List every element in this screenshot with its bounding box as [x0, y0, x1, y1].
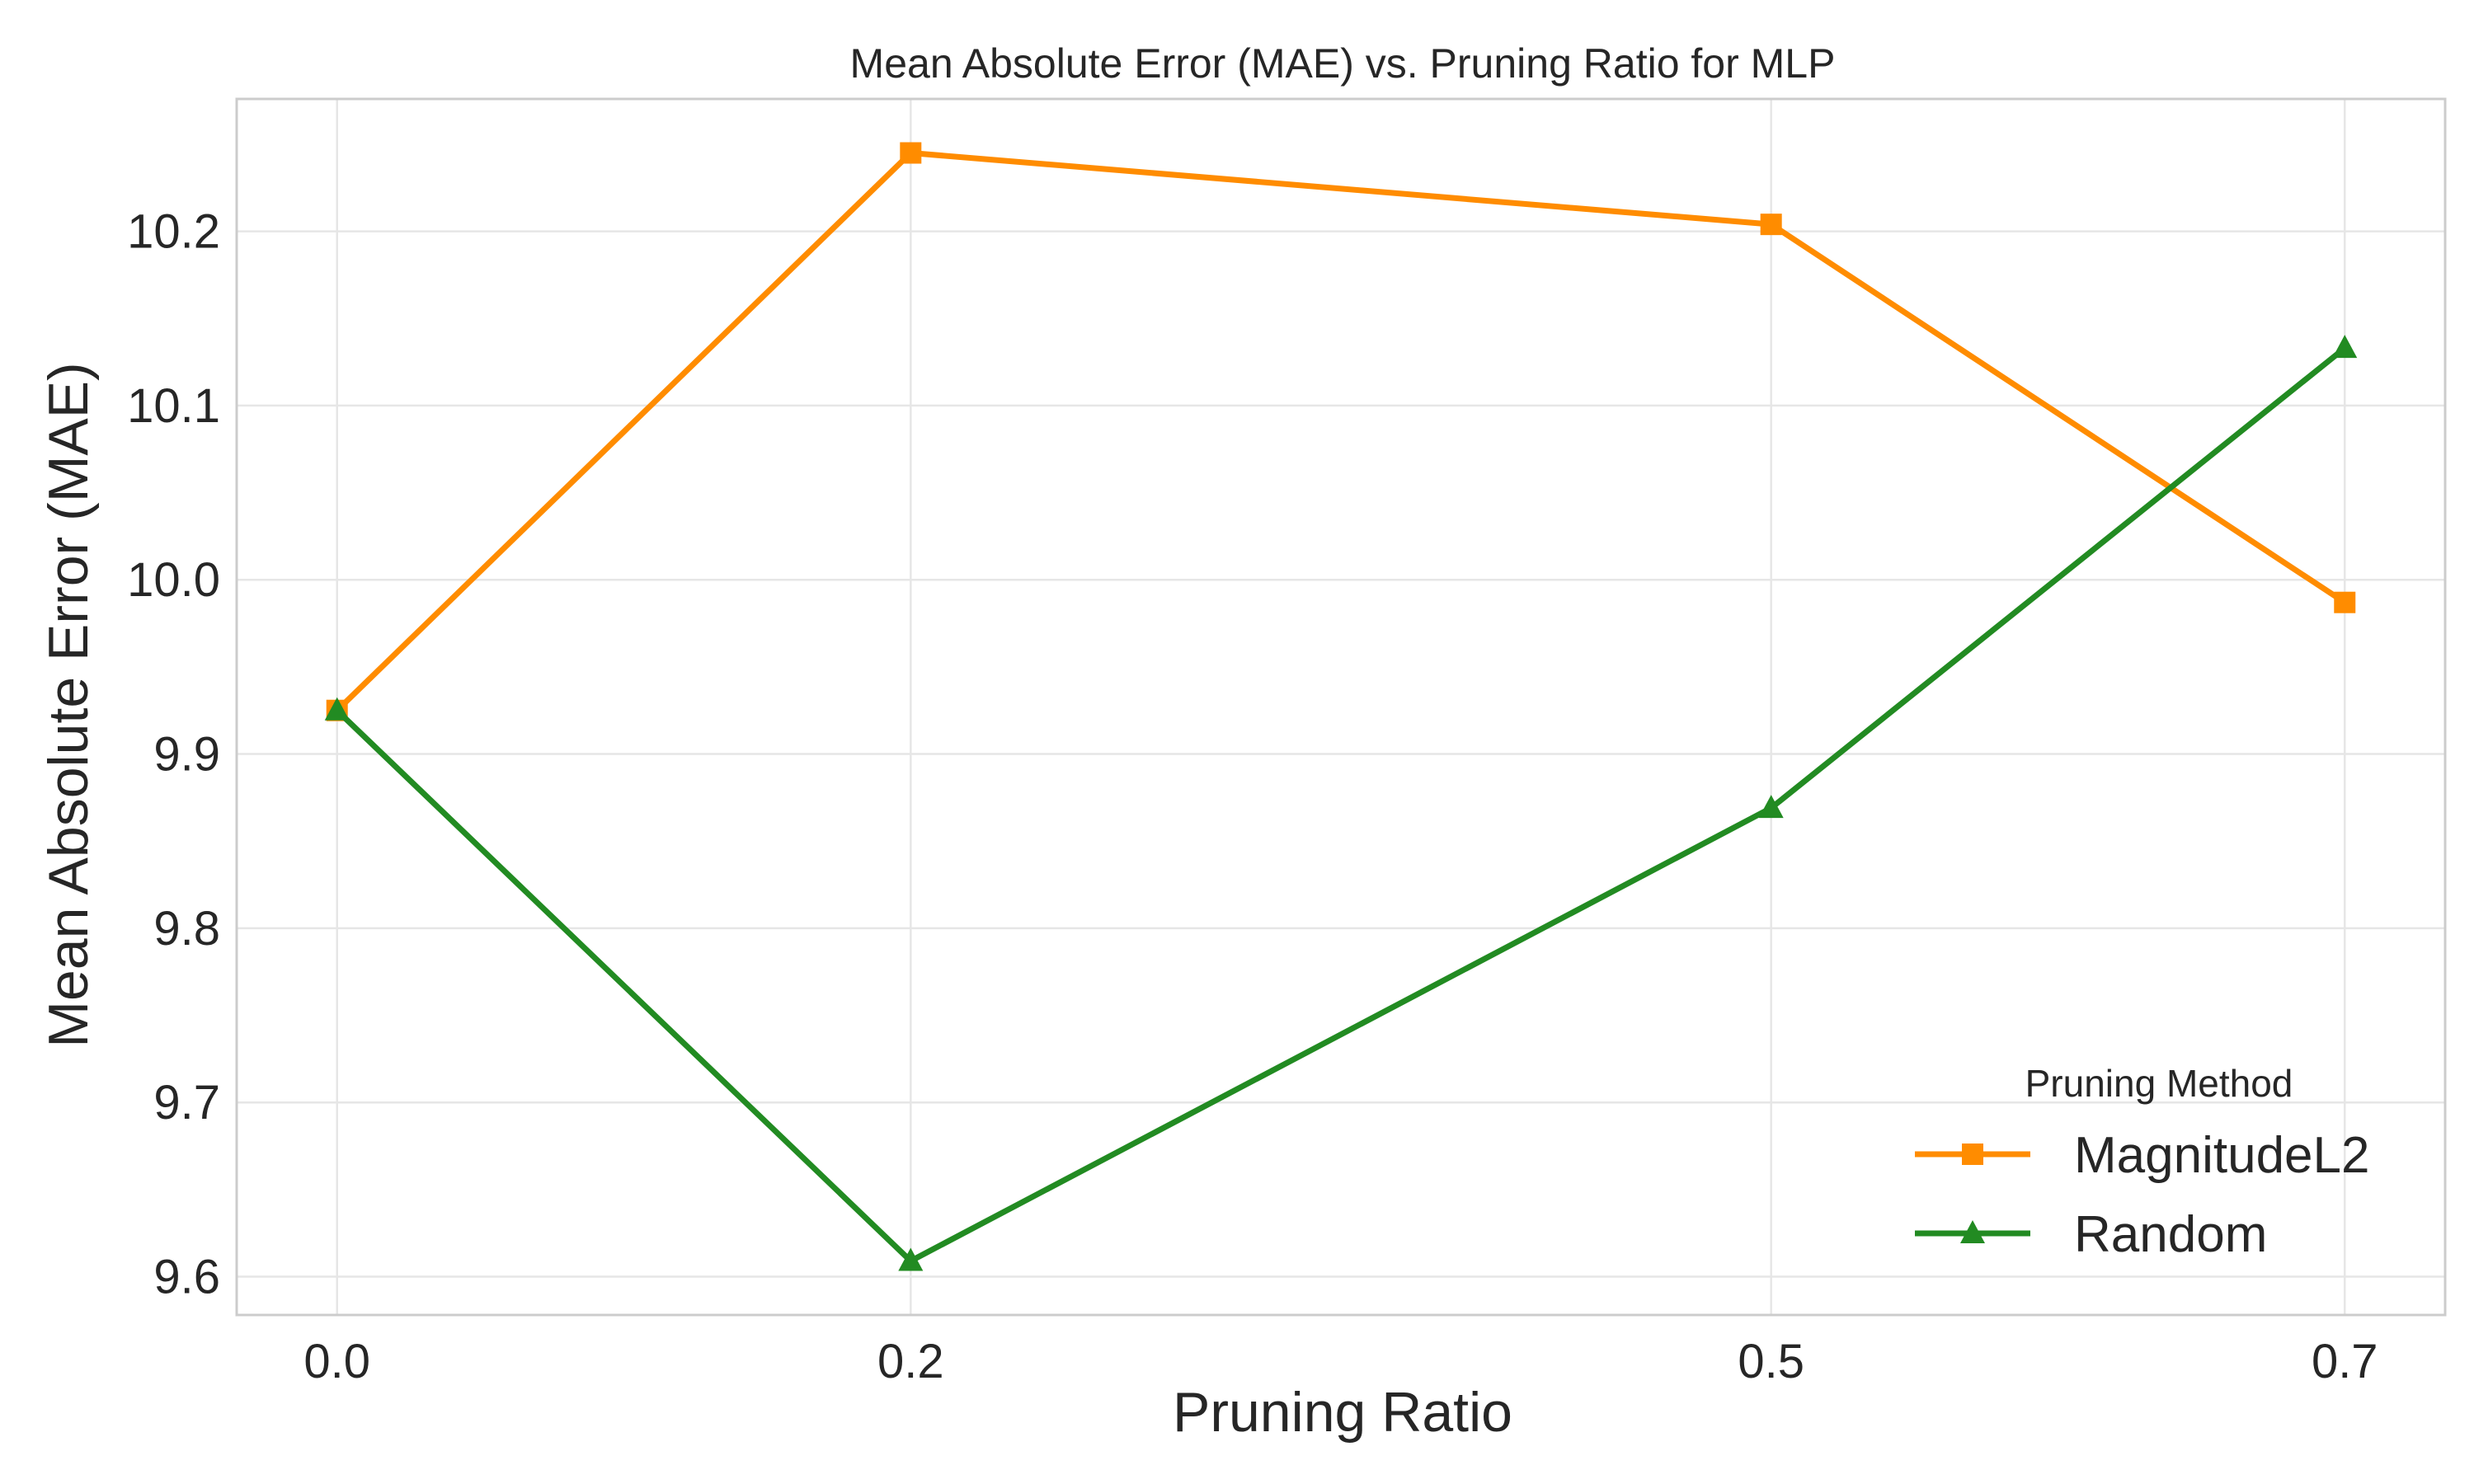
legend: Pruning Method MagnitudeL2 Random	[1915, 1062, 2370, 1263]
legend-item-random: Random	[1915, 1206, 2267, 1263]
data-point-random	[324, 697, 350, 721]
x-tick-label: 0.0	[303, 1335, 370, 1388]
series-line-magnitudel2	[335, 150, 2347, 713]
y-tick-label: 10.0	[127, 553, 220, 607]
y-tick-label: 9.7	[153, 1076, 220, 1129]
legend-marker	[1960, 1220, 1985, 1243]
chart-title: Mean Absolute Error (MAE) vs. Pruning Ra…	[850, 40, 1836, 87]
legend-marker	[1962, 1144, 1983, 1165]
legend-items: MagnitudeL2 Random	[1915, 1127, 2370, 1263]
legend-title: Pruning Method	[2025, 1062, 2293, 1105]
series-random	[324, 335, 2358, 1271]
data-point-random	[2332, 335, 2358, 359]
y-tick-label: 9.9	[153, 728, 220, 782]
y-axis-ticks: 9.6 9.7 9.8 9.9 10.0 10.1 10.2	[127, 205, 220, 1304]
y-axis-label: Mean Absolute Error (MAE)	[37, 362, 100, 1047]
grid-lines	[237, 99, 2445, 1315]
y-tick-label: 9.8	[153, 902, 220, 956]
series-line-random	[335, 345, 2347, 1264]
data-point-magnitudel2	[900, 142, 922, 164]
data-point-random	[1758, 795, 1784, 819]
x-tick-label: 0.2	[877, 1335, 944, 1388]
data-point-magnitudel2	[2334, 591, 2356, 613]
y-tick-label: 10.2	[127, 205, 220, 259]
plot-area	[235, 97, 2447, 1317]
y-tick-label: 10.1	[127, 379, 220, 433]
series-magnitudel2	[326, 142, 2356, 721]
y-tick-label: 9.6	[153, 1251, 220, 1304]
data-point-random	[898, 1247, 924, 1271]
legend-label: Random	[2074, 1206, 2267, 1263]
x-axis-ticks: 0.0 0.2 0.5 0.7	[303, 1335, 2378, 1388]
legend-item-magnitudel2: MagnitudeL2	[1915, 1127, 2370, 1184]
x-axis-label: Pruning Ratio	[1173, 1381, 1512, 1444]
x-tick-label: 0.7	[2312, 1335, 2378, 1388]
x-tick-label: 0.5	[1738, 1335, 1804, 1388]
series-layer	[324, 142, 2358, 1271]
data-point-magnitudel2	[1760, 214, 1782, 236]
legend-label: MagnitudeL2	[2074, 1127, 2370, 1184]
